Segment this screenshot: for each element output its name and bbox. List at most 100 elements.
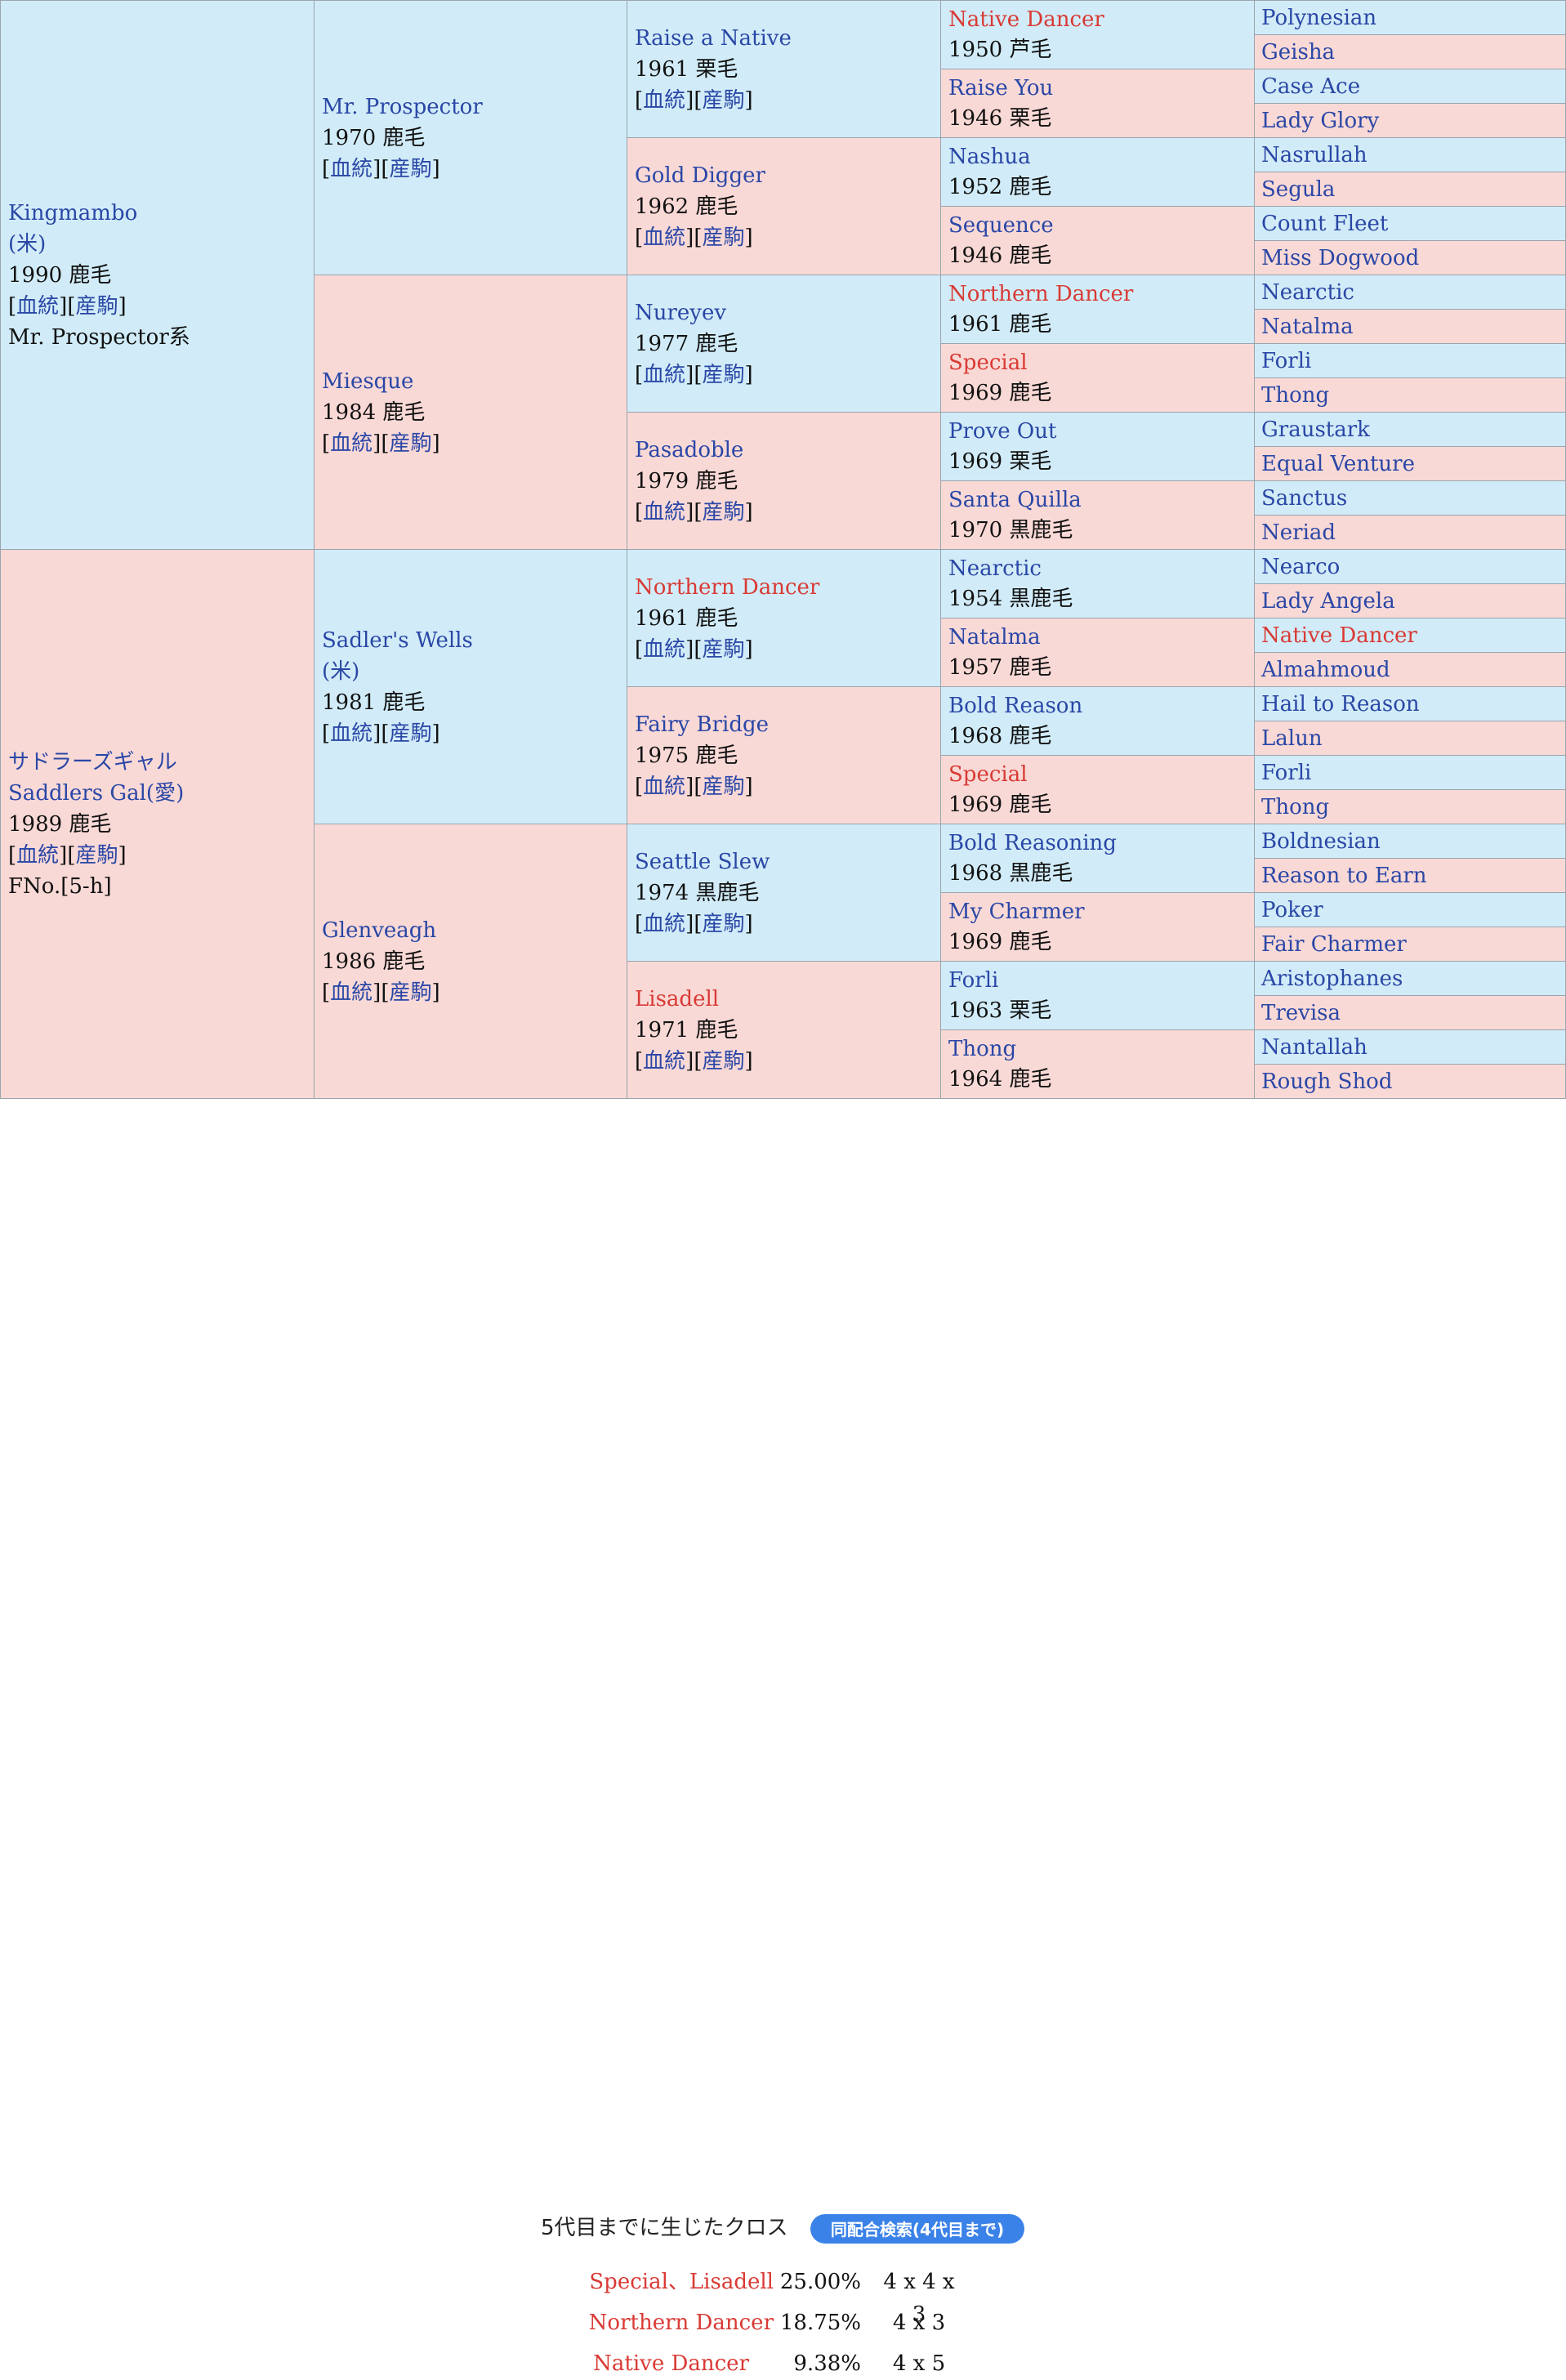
- pedigree-link[interactable]: 血統: [643, 636, 686, 662]
- offspring-link[interactable]: 産駒: [702, 225, 745, 250]
- horse-name[interactable]: Lady Glory: [1261, 108, 1380, 133]
- horse-name[interactable]: Thong: [948, 1036, 1017, 1061]
- horse-name[interactable]: Boldnesian: [1261, 828, 1381, 854]
- bracket-open: [: [381, 156, 390, 181]
- pedigree-link[interactable]: 血統: [643, 225, 686, 250]
- horse-name[interactable]: Nearctic: [948, 556, 1042, 581]
- horse-name[interactable]: Forli: [1261, 760, 1312, 785]
- horse-name[interactable]: Equal Venture: [1261, 451, 1415, 476]
- offspring-link[interactable]: 産駒: [702, 774, 745, 799]
- horse-name[interactable]: Special: [948, 350, 1028, 375]
- horse-name[interactable]: Bold Reason: [948, 693, 1083, 718]
- horse-name[interactable]: Gold Digger: [635, 163, 765, 188]
- pedigree-link[interactable]: 血統: [643, 362, 686, 387]
- pedigree-link[interactable]: 血統: [16, 293, 60, 319]
- pedigree-link[interactable]: 血統: [643, 499, 686, 525]
- horse-name[interactable]: Nearco: [1261, 554, 1341, 579]
- horse-name[interactable]: Raise You: [948, 75, 1054, 100]
- pedigree-link[interactable]: 血統: [330, 156, 373, 181]
- horse-year-color: 1984 鹿毛: [322, 400, 426, 425]
- horse-name[interactable]: Santa Quilla: [948, 487, 1082, 512]
- horse-name[interactable]: Sanctus: [1261, 485, 1348, 511]
- horse-name[interactable]: Almahmoud: [1261, 657, 1390, 682]
- horse-name[interactable]: Nasrullah: [1261, 142, 1367, 167]
- horse-name[interactable]: Kingmambo: [8, 200, 138, 225]
- offspring-link[interactable]: 産駒: [389, 721, 432, 746]
- cross-horse-name[interactable]: Northern Dancer: [588, 2311, 774, 2335]
- offspring-link[interactable]: 産駒: [702, 1048, 745, 1074]
- same-mating-search-button[interactable]: 同配合検索(4代目まで): [810, 2214, 1024, 2244]
- horse-name[interactable]: Sadler's Wells: [322, 627, 473, 653]
- horse-name[interactable]: Poker: [1261, 897, 1323, 922]
- horse-name[interactable]: Natalma: [1261, 314, 1354, 339]
- offspring-link[interactable]: 産駒: [702, 636, 745, 662]
- horse-name[interactable]: Saddlers Gal(愛): [8, 780, 185, 806]
- pedigree-link[interactable]: 血統: [643, 87, 686, 113]
- horse-name[interactable]: (米): [322, 659, 360, 684]
- horse-name[interactable]: Lalun: [1261, 726, 1323, 751]
- horse-name[interactable]: Sequence: [948, 212, 1054, 238]
- horse-name[interactable]: (米): [8, 231, 47, 257]
- horse-name[interactable]: Segula: [1261, 176, 1336, 202]
- horse-name[interactable]: Case Ace: [1261, 74, 1361, 99]
- pedigree-link[interactable]: 血統: [643, 1048, 686, 1074]
- horse-name[interactable]: Lady Angela: [1261, 588, 1395, 614]
- horse-name[interactable]: Aristophanes: [1261, 966, 1403, 991]
- offspring-link[interactable]: 産駒: [389, 431, 432, 456]
- offspring-link[interactable]: 産駒: [702, 362, 745, 387]
- horse-name[interactable]: Northern Dancer: [635, 574, 820, 600]
- cross-horse-name[interactable]: Native Dancer: [593, 2351, 749, 2376]
- pedigree-link[interactable]: 血統: [330, 980, 373, 1005]
- pedigree-link[interactable]: 血統: [16, 842, 60, 868]
- horse-name[interactable]: Natalma: [948, 624, 1041, 650]
- horse-name[interactable]: Nearctic: [1261, 279, 1354, 305]
- horse-name[interactable]: Forli: [1261, 348, 1312, 373]
- horse-name[interactable]: Thong: [1261, 794, 1330, 819]
- horse-name[interactable]: Glenveagh: [322, 918, 437, 943]
- horse-name[interactable]: Nashua: [948, 144, 1031, 169]
- horse-name[interactable]: Polynesian: [1261, 5, 1377, 30]
- horse-name[interactable]: Neriad: [1261, 520, 1336, 545]
- horse-name[interactable]: Forli: [948, 967, 999, 993]
- offspring-link[interactable]: 産駒: [702, 87, 745, 113]
- cross-horse-name[interactable]: Special、Lisadell: [589, 2270, 774, 2294]
- horse-name[interactable]: Raise a Native: [635, 25, 792, 51]
- horse-name[interactable]: Miss Dogwood: [1261, 245, 1420, 270]
- horse-name[interactable]: Fairy Bridge: [635, 712, 769, 737]
- pedigree-link[interactable]: 血統: [643, 774, 686, 799]
- horse-name[interactable]: Seattle Slew: [635, 849, 770, 874]
- horse-name[interactable]: Geisha: [1261, 39, 1336, 65]
- offspring-link[interactable]: 産駒: [389, 980, 432, 1005]
- horse-name[interactable]: Prove Out: [948, 418, 1057, 444]
- bracket-close: ]: [373, 431, 381, 456]
- horse-name[interactable]: Northern Dancer: [948, 281, 1134, 306]
- horse-name[interactable]: Rough Shod: [1261, 1069, 1393, 1094]
- pedigree-link[interactable]: 血統: [330, 721, 373, 746]
- horse-name[interactable]: Nureyev: [635, 300, 727, 325]
- offspring-link[interactable]: 産駒: [389, 156, 432, 181]
- horse-name[interactable]: Count Fleet: [1261, 211, 1389, 236]
- horse-name[interactable]: My Charmer: [948, 899, 1085, 924]
- horse-name[interactable]: Trevisa: [1261, 1000, 1341, 1025]
- horse-name[interactable]: Lisadell: [635, 986, 720, 1011]
- offspring-link[interactable]: 産駒: [702, 911, 745, 936]
- horse-name[interactable]: Graustark: [1261, 417, 1370, 442]
- horse-name[interactable]: Bold Reasoning: [948, 830, 1117, 855]
- offspring-link[interactable]: 産駒: [75, 293, 118, 319]
- pedigree-link[interactable]: 血統: [330, 431, 373, 456]
- offspring-link[interactable]: 産駒: [75, 842, 118, 868]
- horse-name[interactable]: Nantallah: [1261, 1034, 1367, 1060]
- horse-name[interactable]: Fair Charmer: [1261, 931, 1407, 957]
- horse-name[interactable]: Mr. Prospector: [322, 94, 483, 119]
- horse-name[interactable]: Hail to Reason: [1261, 691, 1420, 717]
- horse-name[interactable]: Pasadoble: [635, 437, 744, 462]
- horse-name[interactable]: サドラーズギャル: [8, 749, 177, 775]
- horse-name[interactable]: Miesque: [322, 368, 414, 394]
- offspring-link[interactable]: 産駒: [702, 499, 745, 525]
- horse-name[interactable]: Reason to Earn: [1261, 863, 1427, 888]
- horse-name[interactable]: Native Dancer: [1261, 623, 1417, 648]
- horse-name[interactable]: Special: [948, 761, 1028, 787]
- horse-name[interactable]: Thong: [1261, 382, 1330, 408]
- horse-name[interactable]: Native Dancer: [948, 7, 1104, 32]
- pedigree-link[interactable]: 血統: [643, 911, 686, 936]
